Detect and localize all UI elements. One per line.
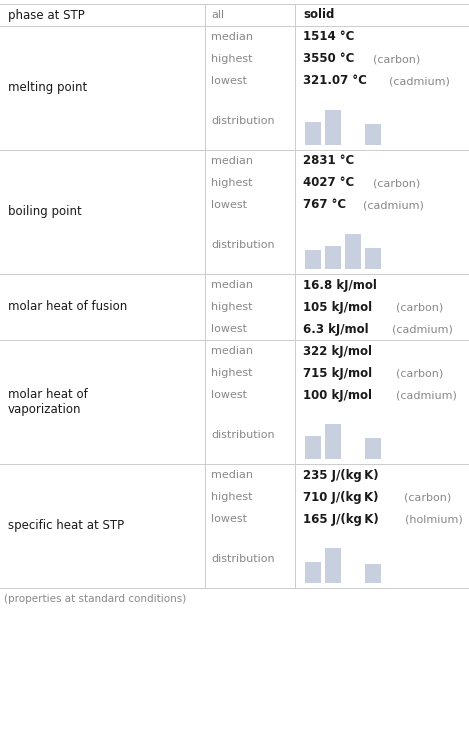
Bar — [325, 423, 341, 459]
Text: (carbon): (carbon) — [396, 302, 444, 312]
Bar — [365, 438, 381, 459]
Text: (carbon): (carbon) — [373, 178, 420, 188]
Text: highest: highest — [211, 492, 252, 502]
Text: distribution: distribution — [211, 116, 275, 126]
Text: (cadmium): (cadmium) — [396, 390, 457, 400]
Bar — [365, 124, 381, 145]
Text: (cadmium): (cadmium) — [389, 76, 450, 86]
Text: specific heat at STP: specific heat at STP — [8, 520, 124, 533]
Text: melting point: melting point — [8, 82, 87, 94]
Text: (cadmium): (cadmium) — [363, 200, 424, 210]
Text: lowest: lowest — [211, 514, 247, 524]
Text: highest: highest — [211, 302, 252, 312]
Text: (properties at standard conditions): (properties at standard conditions) — [4, 594, 186, 604]
Text: 767 °C: 767 °C — [303, 198, 346, 211]
Text: 165 J/(kg K): 165 J/(kg K) — [303, 512, 379, 526]
Text: 16.8 kJ/mol: 16.8 kJ/mol — [303, 279, 377, 291]
Bar — [365, 564, 381, 583]
Text: (cadmium): (cadmium) — [392, 324, 453, 334]
Text: highest: highest — [211, 178, 252, 188]
Bar — [305, 122, 321, 145]
Text: all: all — [211, 10, 224, 20]
Bar — [325, 246, 341, 269]
Text: 235 J/(kg K): 235 J/(kg K) — [303, 469, 378, 482]
Text: (carbon): (carbon) — [373, 54, 421, 64]
Text: 3550 °C: 3550 °C — [303, 52, 355, 65]
Text: 4027 °C: 4027 °C — [303, 177, 354, 189]
Text: median: median — [211, 32, 253, 42]
Text: boiling point: boiling point — [8, 205, 82, 219]
Bar — [325, 548, 341, 583]
Text: median: median — [211, 470, 253, 480]
Text: median: median — [211, 156, 253, 166]
Text: highest: highest — [211, 54, 252, 64]
Text: 322 kJ/mol: 322 kJ/mol — [303, 345, 372, 357]
Text: phase at STP: phase at STP — [8, 8, 85, 22]
Text: distribution: distribution — [211, 240, 275, 250]
Text: 710 J/(kg K): 710 J/(kg K) — [303, 491, 378, 503]
Bar — [305, 436, 321, 459]
Text: 715 kJ/mol: 715 kJ/mol — [303, 366, 372, 380]
Text: 105 kJ/mol: 105 kJ/mol — [303, 300, 372, 314]
Text: lowest: lowest — [211, 324, 247, 334]
Text: molar heat of
vaporization: molar heat of vaporization — [8, 388, 88, 416]
Bar — [305, 250, 321, 269]
Text: 6.3 kJ/mol: 6.3 kJ/mol — [303, 323, 369, 336]
Bar — [345, 234, 361, 269]
Text: distribution: distribution — [211, 554, 275, 564]
Text: highest: highest — [211, 368, 252, 378]
Text: (carbon): (carbon) — [404, 492, 452, 502]
Text: lowest: lowest — [211, 390, 247, 400]
Text: (holmium): (holmium) — [405, 514, 462, 524]
Bar — [365, 248, 381, 269]
Text: molar heat of fusion: molar heat of fusion — [8, 300, 127, 314]
Text: lowest: lowest — [211, 76, 247, 86]
Bar — [305, 562, 321, 583]
Text: median: median — [211, 280, 253, 290]
Text: median: median — [211, 346, 253, 356]
Text: solid: solid — [303, 8, 334, 22]
Text: (carbon): (carbon) — [396, 368, 444, 378]
Text: 100 kJ/mol: 100 kJ/mol — [303, 389, 372, 401]
Text: 2831 °C: 2831 °C — [303, 154, 354, 168]
Text: 321.07 °C: 321.07 °C — [303, 74, 367, 88]
Bar — [325, 109, 341, 145]
Text: lowest: lowest — [211, 200, 247, 210]
Text: 1514 °C: 1514 °C — [303, 31, 355, 43]
Text: distribution: distribution — [211, 430, 275, 440]
